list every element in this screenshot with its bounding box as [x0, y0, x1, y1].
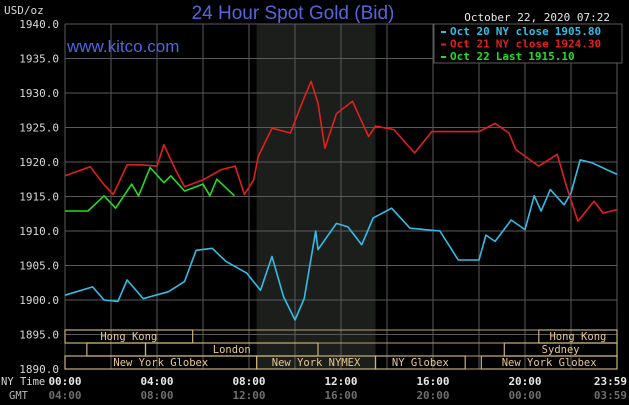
- x-tick-gmt: 04:00: [48, 389, 81, 402]
- legend-swatch: [441, 43, 446, 46]
- session-label: Hong Kong: [549, 331, 606, 343]
- legend-value: 1905.80: [555, 25, 601, 38]
- x-tick-gmt: 00:00: [508, 389, 541, 402]
- y-tick-label: 1915.0: [19, 191, 59, 204]
- session-box: [480, 355, 618, 370]
- x-tick-gmt: 12:00: [232, 389, 265, 402]
- session-label: Hong Kong: [100, 331, 157, 343]
- legend-swatch: [441, 31, 446, 33]
- x-tick-ny: 12:00: [324, 375, 357, 388]
- y-tick-label: 1895.0: [19, 329, 59, 342]
- gmt-row-label: GMT: [9, 390, 29, 402]
- y-tick-label: 1905.0: [19, 260, 59, 273]
- x-tick-gmt: 16:00: [324, 389, 357, 402]
- legend-value: 1915.10: [528, 50, 574, 63]
- watermark: www.kitco.com: [66, 37, 179, 56]
- x-tick-ny: 00:00: [48, 375, 81, 388]
- session-label: New York Globex: [502, 357, 597, 369]
- x-tick-gmt: 20:00: [416, 389, 449, 402]
- legend-entry: Oct 21 NY close 1924.30: [450, 38, 601, 51]
- legend-date: Oct 21: [450, 38, 490, 51]
- x-tick-ny: 04:00: [140, 375, 173, 388]
- legend-kind: NY close: [496, 38, 549, 51]
- session-box: [86, 342, 147, 357]
- chart-title: 24 Hour Spot Gold (Bid): [192, 3, 395, 24]
- session-label: NY Globex: [392, 357, 449, 369]
- legend-value: 1924.30: [555, 38, 601, 51]
- y-tick-label: 1920.0: [19, 156, 59, 169]
- x-tick-ny: 23:59: [594, 375, 627, 388]
- legend-entry: Oct 20 NY close 1905.80: [450, 25, 601, 38]
- legend-kind: NY close: [496, 25, 549, 38]
- y-tick-label: 1940.0: [19, 18, 59, 31]
- session-label: London: [213, 344, 251, 356]
- legend-date: Oct 20: [450, 25, 490, 38]
- y-tick-label: 1910.0: [19, 225, 59, 238]
- series-group: [64, 80, 618, 321]
- y-tick-label: 1890.0: [19, 363, 59, 376]
- y-tick-label: 1925.0: [19, 122, 59, 135]
- series-line-oct-20: [64, 159, 618, 321]
- legend-kind: Last: [496, 50, 523, 63]
- timestamp: October 22, 2020 07:22: [464, 11, 610, 24]
- legend: Oct 20 NY close 1905.80 Oct 21 NY close 1924.…: [433, 23, 623, 64]
- axes: 1940.0 1935.0 1930.0 1925.0 1920.0 1915.0 1910…: [1, 18, 627, 402]
- x-tick-gmt: 08:00: [140, 389, 173, 402]
- session-box: [374, 355, 466, 370]
- ny-time-row-label: NY Time: [1, 376, 45, 388]
- session-label: New York NYMEX: [272, 357, 361, 369]
- session-label: Sydney: [542, 344, 580, 356]
- y-tick-label: 1935.0: [19, 53, 59, 66]
- session-label: New York Globex: [113, 357, 208, 369]
- y-tick-label: 1900.0: [19, 294, 59, 307]
- legend-box: [433, 23, 623, 64]
- x-tick-ny: 08:00: [232, 375, 265, 388]
- series-line-oct-22: [65, 166, 236, 212]
- x-tick-ny: 16:00: [416, 375, 449, 388]
- unit-label: USD/oz: [4, 4, 44, 17]
- y-tick-label: 1930.0: [19, 87, 59, 100]
- legend-swatch: [441, 56, 446, 58]
- series-line-oct-21: [64, 80, 618, 223]
- legend-date: Oct 22: [450, 50, 490, 63]
- x-tick-gmt: 03:59: [594, 389, 627, 402]
- legend-entry: Oct 22 Last 1915.10: [450, 50, 575, 63]
- x-tick-ny: 20:00: [508, 375, 541, 388]
